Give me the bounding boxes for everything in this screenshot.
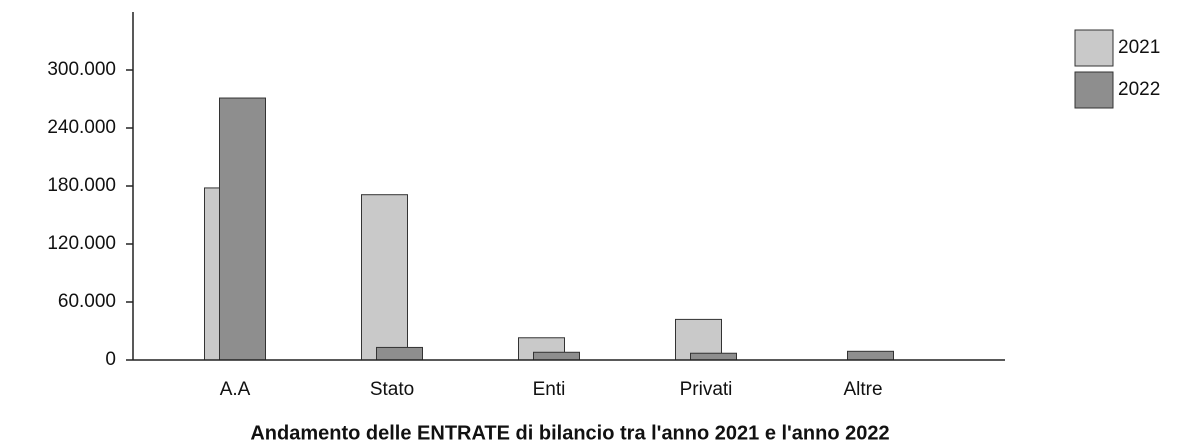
bar (219, 97, 266, 361)
y-tick-label: 300.000 (47, 59, 116, 80)
bar (533, 351, 580, 361)
x-tick-label: Stato (370, 379, 414, 400)
y-tick-label: 0 (105, 349, 116, 370)
bar (690, 352, 737, 361)
x-tick-label: Altre (843, 379, 882, 400)
y-tick-label: 180.000 (47, 175, 116, 196)
bar (376, 346, 423, 361)
legend-swatch (1074, 29, 1114, 67)
chart-title: Andamento delle ENTRATE di bilancio tra … (250, 422, 889, 444)
x-tick-label: Enti (533, 379, 566, 400)
y-tick-label: 240.000 (47, 117, 116, 138)
legend-swatch (1074, 71, 1114, 109)
bar (847, 350, 894, 361)
bar (361, 194, 408, 361)
y-tick-label: 60.000 (58, 291, 116, 312)
x-tick-label: A.A (220, 379, 251, 400)
y-tick-label: 120.000 (47, 233, 116, 254)
legend-label: 2022 (1118, 79, 1160, 100)
legend-label: 2021 (1118, 37, 1160, 58)
x-tick-label: Privati (680, 379, 733, 400)
